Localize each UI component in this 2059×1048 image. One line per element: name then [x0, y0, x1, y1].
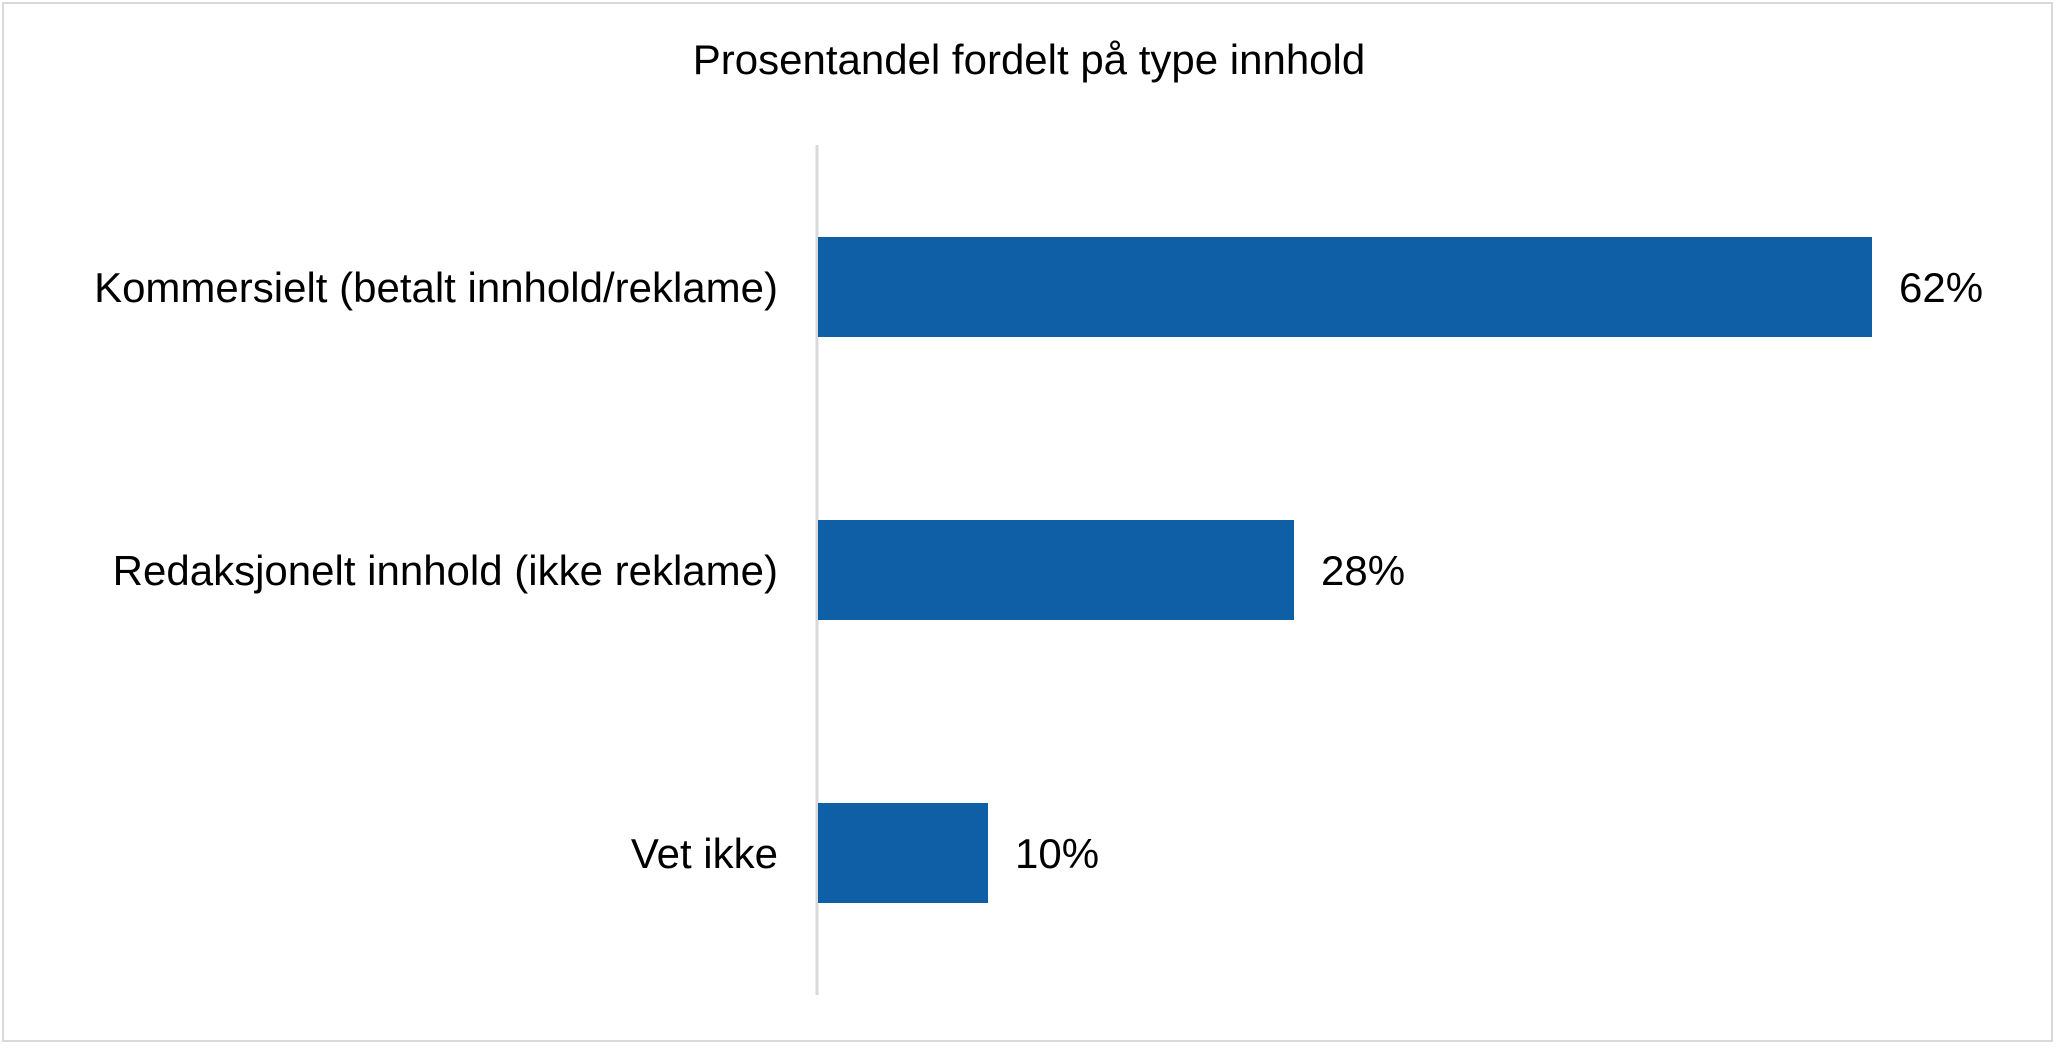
bar: [818, 520, 1294, 620]
data-label: 28%: [1321, 547, 1405, 594]
category-label: Kommersielt (betalt innhold/reklame): [94, 264, 778, 311]
category-label: Vet ikke: [631, 830, 778, 877]
bars-group: Kommersielt (betalt innhold/reklame) 62% R…: [94, 237, 1983, 903]
category-label: Redaksjonelt innhold (ikke reklame): [113, 547, 778, 594]
bar: [818, 237, 1872, 337]
data-label: 10%: [1015, 830, 1099, 877]
bar: [818, 803, 988, 903]
chart-title: Prosentandel fordelt på type innhold: [693, 36, 1365, 83]
data-label: 62%: [1899, 264, 1983, 311]
